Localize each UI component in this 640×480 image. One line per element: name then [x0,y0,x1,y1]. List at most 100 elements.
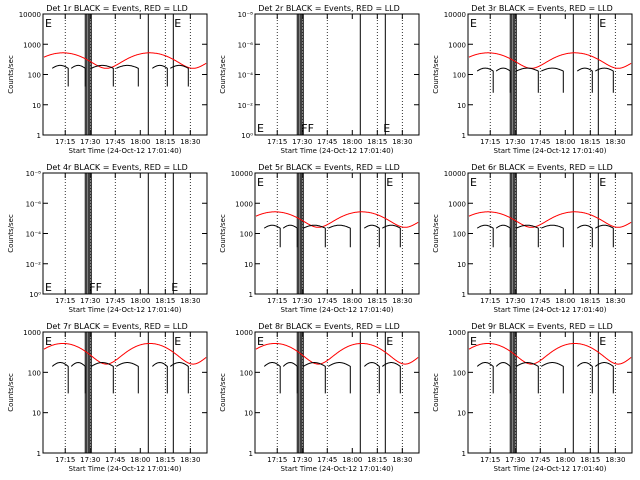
x-tick-label: 18:15 [367,456,387,464]
lld-line [43,52,207,69]
x-axis-label: Start Time (24-Oct-12 17:01:40) [281,306,394,314]
panel-title: Det 8r BLACK = Events, RED = LLD [258,322,400,331]
panel-title: Det 5r BLACK = Events, RED = LLD [258,163,400,172]
y-tick-label: 100 [453,231,466,239]
x-tick-label: 17:15 [55,138,75,146]
y-tick-label: 100 [28,369,41,377]
y-axis-label: Counts/sec [7,214,15,253]
y-tick-label: 10⁻⁶ [26,200,42,208]
events-line [303,224,326,248]
event-marker: E [599,17,606,30]
event-marker: E [257,335,264,348]
y-tick-label: 10 [244,410,253,418]
y-tick-label: 10000 [19,11,41,19]
event-marker: E [45,17,52,30]
x-tick-label: 17:45 [105,297,125,305]
panel-title: Det 3r BLACK = Events, RED = LLD [471,4,613,13]
event-marker: E [171,281,178,294]
x-tick-label: 18:00 [555,456,575,464]
lld-line [468,52,632,69]
y-tick-label: 10⁰ [241,132,253,140]
x-tick-label: 17:15 [480,456,500,464]
events-line [382,224,401,248]
x-tick-label: 18:30 [180,297,200,305]
x-tick-label: 18:30 [392,138,412,146]
events-line [595,224,614,248]
events-line [152,64,168,87]
x-tick-label: 18:15 [580,297,600,305]
events-line [51,362,69,394]
panel-det5: Det 5r BLACK = Events, RED = LLD 1 10 100 10… [219,163,420,314]
panel-title: Det 4r BLACK = Events, RED = LLD [46,163,188,172]
x-axis-label: Start Time (24-Oct-12 17:01:40) [69,465,182,473]
events-line [116,362,139,394]
x-tick-label: 17:30 [505,138,525,146]
events-line [91,64,114,87]
x-axis-label: Start Time (24-Oct-12 17:01:40) [69,306,182,314]
panel-title: Det 9r BLACK = Events, RED = LLD [471,322,613,331]
y-tick-label: 1000 [23,329,41,337]
events-line [576,67,593,93]
panel-det3: Det 3r BLACK = Events, RED = LLD 1 10 100 10… [432,4,633,155]
x-tick-label: 18:15 [580,456,600,464]
x-tick-label: 17:15 [267,456,287,464]
event-marker: E [174,17,181,30]
x-tick-label: 18:30 [180,138,200,146]
y-tick-label: 100 [28,72,41,80]
events-line [363,224,380,248]
y-tick-label: 10⁰ [29,291,41,299]
event-marker: E [174,335,181,348]
events-line [51,64,69,87]
event-marker: E [470,335,477,348]
x-tick-label: 18:00 [342,138,362,146]
y-tick-label: 10⁻⁶ [238,41,254,49]
y-axis-label: Counts/sec [432,373,440,412]
event-marker: E [470,176,477,189]
x-tick-label: 18:00 [342,297,362,305]
x-tick-label: 17:15 [55,456,75,464]
lld-line [255,211,419,228]
x-tick-label: 17:45 [317,456,337,464]
plot-frame [42,172,208,295]
panel-title: Det 7r BLACK = Events, RED = LLD [46,322,188,331]
x-tick-label: 18:00 [130,138,150,146]
x-tick-label: 18:00 [130,297,150,305]
events-line [495,67,511,93]
events-line [170,64,189,87]
x-axis-label: Start Time (24-Oct-12 17:01:40) [281,465,394,473]
y-tick-label: 10 [32,410,41,418]
y-tick-label: 10⁻⁴ [238,72,254,80]
x-tick-label: 18:15 [155,456,175,464]
events-line [282,361,298,394]
y-tick-label: 1 [462,291,466,299]
x-tick-label: 17:15 [267,138,287,146]
x-axis-label: Start Time (24-Oct-12 17:01:40) [281,147,394,155]
x-tick-label: 18:15 [155,138,175,146]
y-axis-label: Counts/sec [219,373,227,412]
x-axis-label: Start Time (24-Oct-12 17:01:40) [494,147,607,155]
events-line [541,224,564,248]
y-axis-label: Counts/sec [219,55,227,94]
x-tick-label: 17:30 [80,456,100,464]
y-tick-label: 1000 [235,329,253,337]
y-axis-label: Counts/sec [219,214,227,253]
y-tick-label: 1000 [448,329,466,337]
x-tick-label: 18:30 [605,456,625,464]
y-tick-label: 1000 [448,200,466,208]
panel-det8: Det 8r BLACK = Events, RED = LLD 1 10 100 10… [219,322,420,473]
y-tick-label: 10 [457,261,466,269]
event-marker: E [599,176,606,189]
event-marker: E [383,122,390,135]
panel-title: Det 1r BLACK = Events, RED = LLD [46,4,188,13]
event-marker: E [470,17,477,30]
event-marker: FF [89,281,102,294]
x-tick-label: 17:45 [530,138,550,146]
events-line [116,64,139,87]
panel-det7: Det 7r BLACK = Events, RED = LLD 1 10 100 10… [7,322,208,473]
y-tick-label: 100 [453,369,466,377]
x-tick-label: 18:00 [130,456,150,464]
plot-frame [467,172,633,295]
x-tick-label: 17:30 [292,138,312,146]
events-line [91,362,114,394]
y-tick-label: 10⁻² [26,261,42,269]
